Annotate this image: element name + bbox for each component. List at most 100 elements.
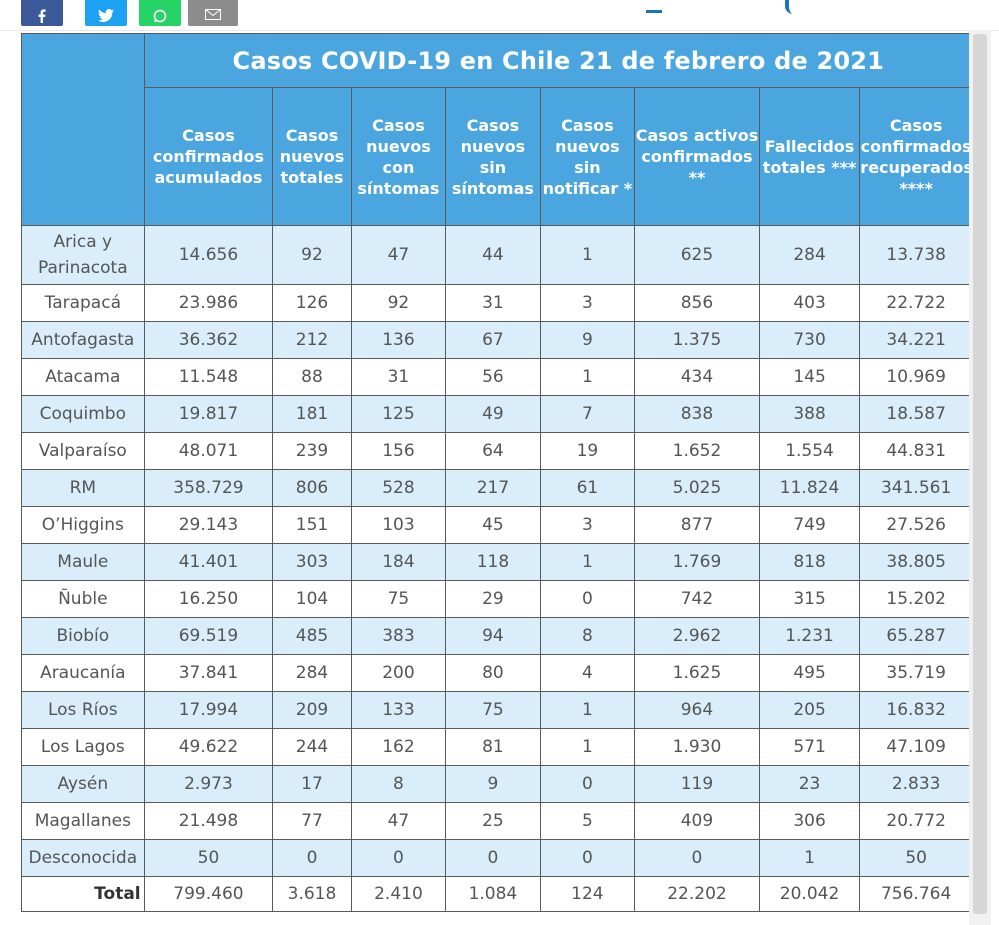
value-cell: 181 — [272, 395, 352, 433]
underline-icon[interactable] — [646, 0, 662, 13]
value-cell: 315 — [758, 580, 861, 618]
value-cell: 838 — [634, 395, 760, 433]
value-cell: 47.109 — [859, 728, 973, 766]
table-row: Coquimbo 19.817 181 125 49 7 838 388 18.587 — [21, 395, 973, 433]
table-row: Biobío 69.519 485 383 94 8 2.962 1.231 65.287 — [21, 617, 973, 655]
table-row: O’Higgins 29.143 151 103 45 3 877 749 27.526 — [21, 506, 973, 544]
value-cell: 0 — [539, 765, 636, 803]
value-cell: 17 — [272, 765, 352, 803]
value-cell: 162 — [350, 728, 447, 766]
region-cell: Biobío — [21, 617, 145, 655]
value-cell: 5 — [539, 802, 636, 840]
value-cell: 15.202 — [859, 580, 973, 618]
value-cell: 29 — [445, 580, 541, 618]
region-cell: Araucanía — [21, 654, 145, 692]
value-cell: 61 — [539, 469, 636, 507]
value-cell: 485 — [272, 617, 352, 655]
column-header: Casos nuevos sin síntomas — [445, 87, 541, 226]
value-cell: 34.221 — [859, 321, 973, 359]
value-cell: 19.817 — [143, 395, 274, 433]
value-cell: 1 — [539, 358, 636, 396]
value-cell: 528 — [350, 469, 447, 507]
total-value-cell: 1.084 — [445, 876, 541, 912]
value-cell: 9 — [445, 765, 541, 803]
table-row: Los Ríos 17.994 209 133 75 1 964 205 16.832 — [21, 691, 973, 729]
total-value-cell: 2.410 — [350, 876, 447, 912]
table-row: Valparaíso 48.071 239 156 64 19 1.652 1.554 44.8… — [21, 432, 973, 470]
total-value-cell: 20.042 — [758, 876, 861, 912]
value-cell: 50 — [859, 839, 973, 877]
value-cell: 3 — [539, 506, 636, 544]
value-cell: 3 — [539, 284, 636, 322]
value-cell: 0 — [634, 839, 760, 877]
value-cell: 49.622 — [143, 728, 274, 766]
facebook-icon — [38, 9, 46, 23]
value-cell: 27.526 — [859, 506, 973, 544]
table-row: Ñuble 16.250 104 75 29 0 742 315 15.202 — [21, 580, 973, 618]
value-cell: 81 — [445, 728, 541, 766]
region-cell: Coquimbo — [21, 395, 145, 433]
share-bar — [0, 0, 999, 31]
scrollbar-thumb[interactable] — [973, 34, 987, 914]
value-cell: 1 — [539, 728, 636, 766]
value-cell: 742 — [634, 580, 760, 618]
value-cell: 209 — [272, 691, 352, 729]
value-cell: 67 — [445, 321, 541, 359]
value-cell: 16.250 — [143, 580, 274, 618]
email-share-button[interactable] — [188, 0, 238, 26]
column-header: Casos nuevos totales — [272, 87, 352, 226]
region-cell: Maule — [21, 543, 145, 581]
value-cell: 383 — [350, 617, 447, 655]
value-cell: 1.769 — [634, 543, 760, 581]
region-cell: Tarapacá — [21, 284, 145, 322]
corner-cell — [21, 33, 145, 226]
region-cell: Aysén — [21, 765, 145, 803]
value-cell: 80 — [445, 654, 541, 692]
total-value-cell: 22.202 — [634, 876, 760, 912]
value-cell: 856 — [634, 284, 760, 322]
value-cell: 19 — [539, 432, 636, 470]
region-cell: Desconocida — [21, 839, 145, 877]
value-cell: 818 — [758, 543, 861, 581]
value-cell: 1 — [758, 839, 861, 877]
value-cell: 21.498 — [143, 802, 274, 840]
column-header-row: Casos confirmados acumulados Casos nuevos… — [22, 87, 973, 226]
value-cell: 47 — [350, 225, 447, 285]
twitter-share-button[interactable] — [85, 0, 127, 26]
value-cell: 806 — [272, 469, 352, 507]
nav-icon[interactable] — [785, 0, 805, 14]
region-cell: RM — [21, 469, 145, 507]
value-cell: 409 — [634, 802, 760, 840]
value-cell: 48.071 — [143, 432, 274, 470]
value-cell: 31 — [350, 358, 447, 396]
column-header: Casos activos confirmados ** — [634, 87, 760, 226]
region-cell: Los Ríos — [21, 691, 145, 729]
value-cell: 13.738 — [859, 225, 973, 285]
value-cell: 0 — [445, 839, 541, 877]
value-cell: 20.772 — [859, 802, 973, 840]
value-cell: 8 — [539, 617, 636, 655]
table-row: Maule 41.401 303 184 118 1 1.769 818 38.805 — [21, 543, 973, 581]
value-cell: 75 — [445, 691, 541, 729]
value-cell: 303 — [272, 543, 352, 581]
value-cell: 495 — [758, 654, 861, 692]
value-cell: 8 — [350, 765, 447, 803]
value-cell: 2.833 — [859, 765, 973, 803]
value-cell: 0 — [539, 580, 636, 618]
whatsapp-share-button[interactable] — [139, 0, 181, 26]
value-cell: 244 — [272, 728, 352, 766]
value-cell: 571 — [758, 728, 861, 766]
value-cell: 17.994 — [143, 691, 274, 729]
total-row: Total 799.460 3.618 2.410 1.084 124 22.202 20.0… — [21, 876, 973, 912]
facebook-share-button[interactable] — [21, 0, 63, 26]
column-header: Casos nuevos con síntomas — [350, 87, 447, 226]
value-cell: 200 — [350, 654, 447, 692]
value-cell: 77 — [272, 802, 352, 840]
value-cell: 7 — [539, 395, 636, 433]
table-row: Arica y Parinacota 14.656 92 47 44 1 625 284 13.… — [21, 225, 973, 285]
value-cell: 4 — [539, 654, 636, 692]
value-cell: 25 — [445, 802, 541, 840]
value-cell: 45 — [445, 506, 541, 544]
value-cell: 23.986 — [143, 284, 274, 322]
value-cell: 92 — [350, 284, 447, 322]
